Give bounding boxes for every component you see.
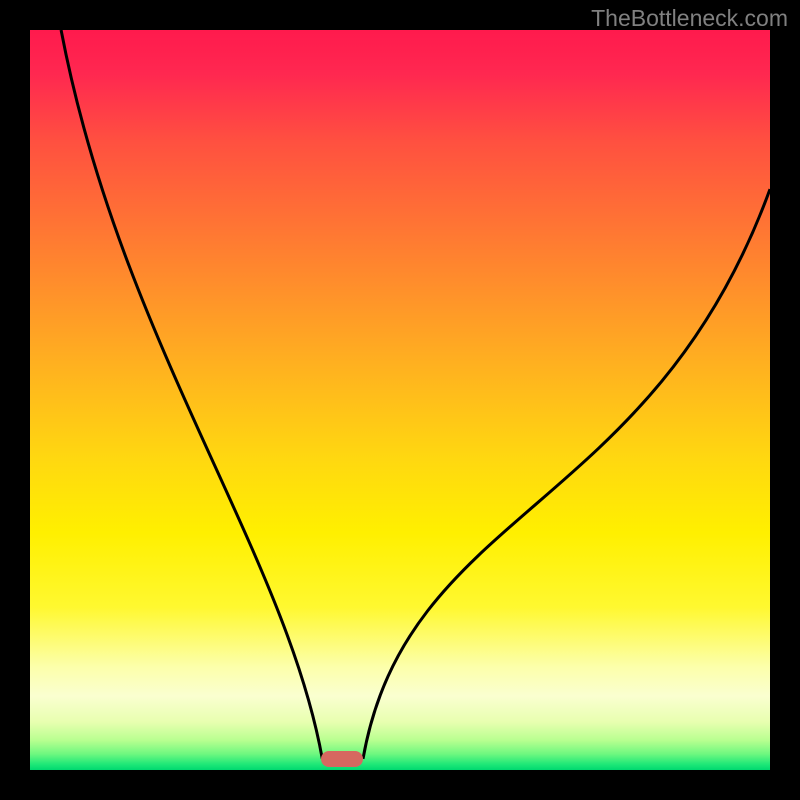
right-curve [363,189,770,759]
watermark-text: TheBottleneck.com [591,5,788,32]
chart-container: TheBottleneck.com [0,0,800,800]
plot-area [30,30,770,770]
bottleneck-curves [30,30,770,770]
left-curve [61,30,322,759]
optimal-point-marker [321,751,363,767]
